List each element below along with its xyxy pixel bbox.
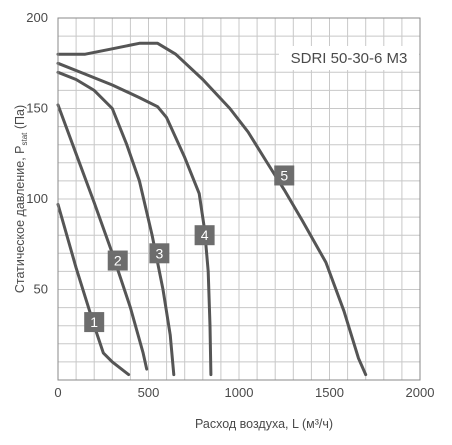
chart-title: SDRI 50-30-6 M3 [291,50,408,67]
chart-grid [57,17,421,381]
series-label-3: 3 [155,245,163,261]
y-tick-label: 100 [26,191,48,206]
chart-ticks: 0 500 1000 1500 2000 50 100 150 200 [26,10,434,400]
x-tick-label: 1000 [225,385,254,400]
series-badge-2 [107,250,128,271]
series-badge-1 [84,312,105,333]
x-axis-label: Расход воздуха, L (м³/ч) [195,417,333,431]
x-tick-label: 0 [54,385,61,400]
series-label-5: 5 [280,167,288,183]
series-label-2: 2 [114,253,122,269]
series-line-3 [56,70,176,377]
y-tick-label: 50 [34,282,48,297]
series-line-1 [56,202,131,377]
x-tick-label: 500 [138,385,160,400]
series-line-5 [56,41,368,377]
series-badge-5 [274,165,295,186]
series-badge-3 [149,243,170,264]
series-badge-4 [194,225,215,246]
chart-title-background [279,46,419,70]
y-axis-label: Статическое давление, Pstat (Па) [13,105,29,293]
y-tick-label: 150 [26,101,48,116]
chart-curves [56,41,368,377]
x-tick-label: 1500 [315,385,344,400]
y-axis-label-unit: (Па) [13,105,27,133]
y-axis-label-main: Статическое давление, P [13,145,27,293]
y-axis-label-subscript: stat [20,132,29,146]
series-line-4 [56,61,213,377]
series-label-4: 4 [201,227,209,243]
plot-frame [57,17,421,381]
series-badges: 1 2 3 4 5 [84,165,295,333]
x-tick-label: 2000 [406,385,435,400]
y-tick-label: 200 [26,10,48,25]
series-label-1: 1 [90,314,98,330]
